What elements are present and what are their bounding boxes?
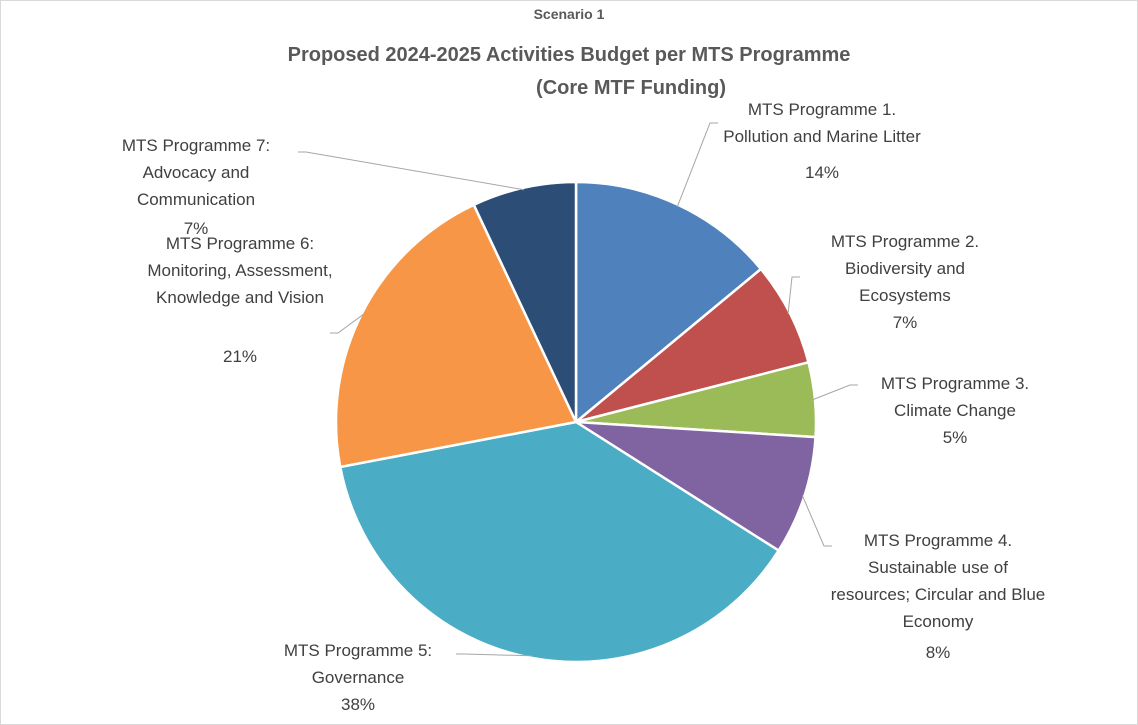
slice-label: MTS Programme 6: Monitoring, Assessment,… — [147, 234, 333, 307]
chart-subtitle: Scenario 1 — [533, 6, 605, 22]
chart-title: Proposed 2024-2025 Activities Budget per… — [287, 44, 851, 66]
leader-line — [298, 151, 525, 191]
leader-line — [456, 653, 532, 657]
slice-value-label: 21% — [222, 347, 258, 366]
slice-value-label: 14% — [804, 163, 840, 182]
slice-label: MTS Programme 2. Biodiversity and Ecosys… — [830, 232, 980, 305]
leader-line — [812, 384, 858, 401]
pie-slice — [575, 420, 817, 553]
chart-title: (Core MTF Funding) — [536, 77, 726, 99]
leader-line — [330, 313, 365, 334]
slice-value-label: 38% — [340, 695, 376, 714]
leader-line — [676, 122, 718, 207]
slice-label: MTS Programme 4. Sustainable use of reso… — [830, 531, 1046, 631]
slice-value-label: 8% — [925, 643, 951, 662]
slice-label: MTS Programme 3. Climate Change — [880, 374, 1030, 420]
pie-slice — [575, 267, 810, 424]
pie-slice — [334, 203, 578, 469]
leader-line — [801, 495, 832, 547]
slice-value-label: 5% — [942, 428, 968, 447]
slice-label: MTS Programme 5: Governance — [283, 641, 433, 687]
slice-label: MTS Programme 1. Pollution and Marine Li… — [723, 100, 921, 146]
pie-slice — [338, 420, 781, 664]
slice-label: MTS Programme 7: Advocacy and Communicat… — [121, 136, 271, 209]
slice-value-label: 7% — [892, 313, 918, 332]
pie-slice — [472, 180, 578, 423]
slice-value-label: 7% — [183, 219, 209, 238]
leader-line — [787, 276, 800, 315]
